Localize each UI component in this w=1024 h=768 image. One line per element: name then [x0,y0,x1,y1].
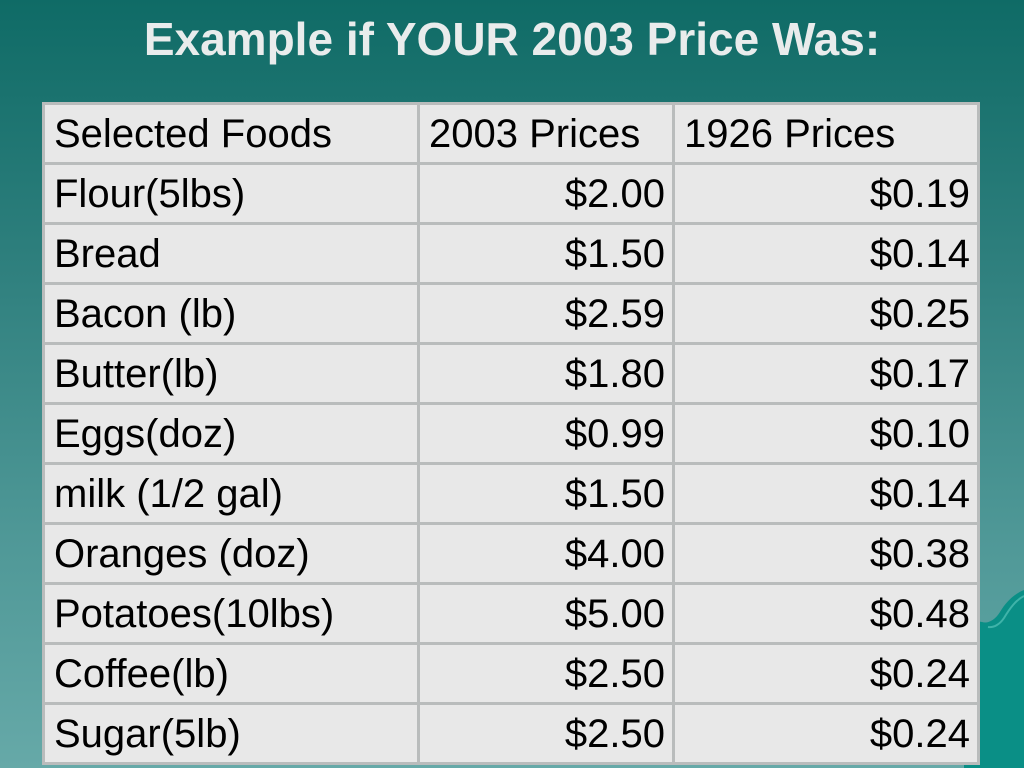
table-row: Coffee(lb) $2.50 $0.24 [45,645,977,702]
price-2003-cell: $2.50 [420,705,672,762]
table-row: Sugar(5lb) $2.50 $0.24 [45,705,977,762]
slide-title: Example if YOUR 2003 Price Was: [143,13,881,65]
table-row: Bread $1.50 $0.14 [45,225,977,282]
price-2003-cell: $2.59 [420,285,672,342]
price-2003-cell: $5.00 [420,585,672,642]
food-name-cell: milk (1/2 gal) [45,465,417,522]
table-row: Eggs(doz) $0.99 $0.10 [45,405,977,462]
food-name-cell: Coffee(lb) [45,645,417,702]
table-row: Butter(lb) $1.80 $0.17 [45,345,977,402]
table-row: Oranges (doz) $4.00 $0.38 [45,525,977,582]
header-selected-foods: Selected Foods [45,105,417,162]
price-1926-cell: $0.25 [675,285,977,342]
table-row: Bacon (lb) $2.59 $0.25 [45,285,977,342]
header-2003-prices: 2003 Prices [420,105,672,162]
food-name-cell: Bread [45,225,417,282]
food-prices-table: Selected Foods 2003 Prices 1926 Prices F… [42,102,980,765]
price-1926-cell: $0.24 [675,705,977,762]
price-1926-cell: $0.17 [675,345,977,402]
food-name-cell: Sugar(5lb) [45,705,417,762]
price-2003-cell: $4.00 [420,525,672,582]
price-2003-cell: $1.80 [420,345,672,402]
price-1926-cell: $0.19 [675,165,977,222]
table-row: Flour(5lbs) $2.00 $0.19 [45,165,977,222]
price-2003-cell: $2.00 [420,165,672,222]
food-name-cell: Butter(lb) [45,345,417,402]
price-2003-cell: $1.50 [420,465,672,522]
price-1926-cell: $0.48 [675,585,977,642]
price-2003-cell: $0.99 [420,405,672,462]
food-name-cell: Oranges (doz) [45,525,417,582]
price-1926-cell: $0.24 [675,645,977,702]
table-header-row: Selected Foods 2003 Prices 1926 Prices [45,105,977,162]
table-row: Potatoes(10lbs) $5.00 $0.48 [45,585,977,642]
food-name-cell: Eggs(doz) [45,405,417,462]
price-1926-cell: $0.14 [675,225,977,282]
price-2003-cell: $1.50 [420,225,672,282]
price-1926-cell: $0.14 [675,465,977,522]
price-2003-cell: $2.50 [420,645,672,702]
price-1926-cell: $0.10 [675,405,977,462]
food-name-cell: Potatoes(10lbs) [45,585,417,642]
header-1926-prices: 1926 Prices [675,105,977,162]
table-row: milk (1/2 gal) $1.50 $0.14 [45,465,977,522]
food-name-cell: Flour(5lbs) [45,165,417,222]
price-1926-cell: $0.38 [675,525,977,582]
food-name-cell: Bacon (lb) [45,285,417,342]
